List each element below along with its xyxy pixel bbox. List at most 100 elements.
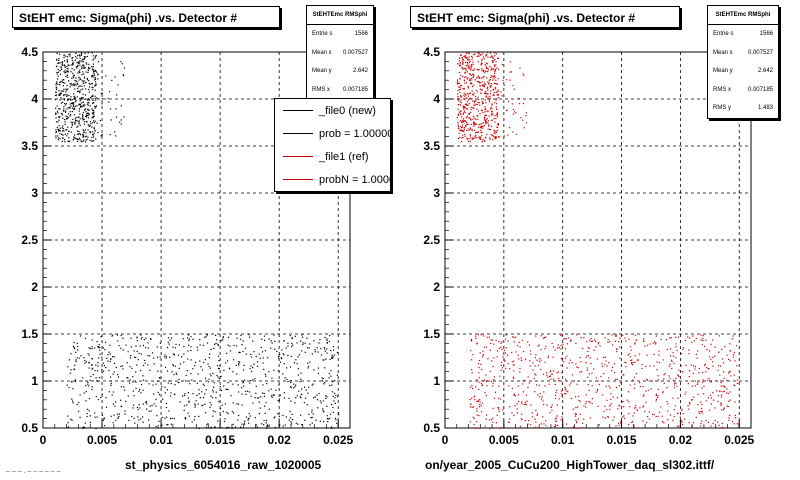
data-point bbox=[630, 359, 632, 362]
data-point bbox=[479, 77, 481, 80]
data-point bbox=[68, 54, 70, 56]
data-point bbox=[466, 108, 469, 110]
data-point bbox=[79, 91, 81, 93]
data-point bbox=[655, 342, 657, 344]
data-point bbox=[520, 357, 522, 359]
data-point bbox=[736, 382, 739, 385]
data-point bbox=[691, 399, 694, 401]
data-point bbox=[290, 387, 292, 389]
data-point bbox=[478, 367, 480, 369]
data-point bbox=[503, 135, 505, 137]
y-tick-label: 3.5 bbox=[423, 139, 440, 153]
data-point bbox=[663, 374, 665, 376]
data-point bbox=[296, 342, 298, 344]
data-point bbox=[88, 347, 90, 349]
data-point bbox=[214, 334, 217, 337]
data-point bbox=[254, 378, 256, 380]
data-point bbox=[480, 334, 482, 336]
data-point bbox=[496, 129, 499, 131]
data-point bbox=[494, 52, 496, 54]
data-point bbox=[496, 414, 498, 417]
data-point bbox=[308, 347, 310, 349]
data-point bbox=[673, 362, 675, 365]
data-point bbox=[304, 342, 306, 344]
data-point bbox=[214, 426, 216, 428]
data-point bbox=[265, 427, 268, 429]
data-point bbox=[459, 129, 462, 132]
data-point bbox=[242, 382, 244, 384]
data-point bbox=[612, 366, 614, 369]
data-point bbox=[112, 373, 114, 375]
data-point bbox=[298, 354, 301, 356]
data-point bbox=[639, 385, 641, 388]
data-point bbox=[663, 382, 665, 384]
data-point bbox=[102, 419, 104, 421]
data-point bbox=[698, 367, 700, 370]
data-point bbox=[76, 96, 78, 98]
data-point bbox=[82, 97, 84, 99]
data-point bbox=[493, 68, 495, 70]
data-point bbox=[293, 383, 295, 385]
data-point bbox=[79, 99, 81, 102]
data-point bbox=[588, 389, 590, 392]
x-tick-label: 0.025 bbox=[724, 433, 754, 447]
data-point bbox=[70, 131, 72, 133]
data-point bbox=[527, 341, 529, 343]
data-point bbox=[221, 404, 223, 406]
data-point bbox=[286, 378, 288, 380]
data-point bbox=[494, 121, 496, 123]
data-point bbox=[544, 348, 546, 350]
data-point bbox=[463, 130, 465, 132]
data-point bbox=[135, 356, 137, 359]
data-point bbox=[108, 369, 110, 372]
data-point bbox=[469, 128, 472, 130]
data-point bbox=[653, 341, 656, 343]
data-point bbox=[702, 381, 704, 383]
data-point bbox=[474, 427, 476, 429]
data-point bbox=[216, 374, 218, 377]
data-point bbox=[561, 416, 563, 418]
data-point bbox=[513, 111, 516, 113]
data-point bbox=[237, 384, 239, 386]
data-point bbox=[476, 343, 478, 345]
data-point bbox=[107, 360, 109, 362]
data-point bbox=[104, 349, 106, 351]
x-tick-label: 0 bbox=[40, 433, 47, 447]
data-point bbox=[570, 397, 572, 400]
data-point bbox=[573, 380, 575, 382]
data-point bbox=[74, 137, 76, 139]
data-point bbox=[326, 396, 328, 398]
data-point bbox=[510, 71, 513, 73]
data-point bbox=[100, 397, 102, 399]
data-point bbox=[676, 425, 679, 427]
data-point bbox=[78, 54, 81, 56]
data-point bbox=[120, 347, 122, 349]
data-point bbox=[480, 363, 482, 366]
data-point bbox=[463, 55, 465, 57]
data-point bbox=[110, 415, 112, 417]
data-point bbox=[492, 382, 494, 384]
data-point bbox=[473, 115, 475, 118]
data-point bbox=[93, 140, 95, 142]
stats-row: Mean y 2.642 bbox=[713, 68, 773, 75]
data-point bbox=[493, 376, 496, 378]
data-point bbox=[150, 338, 152, 341]
data-point bbox=[462, 106, 465, 109]
data-point bbox=[271, 396, 273, 398]
data-point bbox=[101, 369, 103, 371]
data-point bbox=[503, 359, 505, 361]
data-point bbox=[480, 131, 482, 133]
data-point bbox=[91, 136, 93, 139]
data-point bbox=[145, 408, 148, 410]
data-point bbox=[561, 393, 563, 395]
data-point bbox=[465, 64, 467, 67]
data-point bbox=[489, 427, 491, 430]
data-point bbox=[64, 119, 66, 121]
data-point bbox=[258, 413, 261, 415]
data-point bbox=[720, 382, 722, 384]
data-point bbox=[323, 346, 326, 349]
data-point bbox=[109, 360, 111, 363]
data-point bbox=[55, 137, 57, 139]
data-point bbox=[629, 346, 632, 348]
data-point bbox=[219, 365, 221, 367]
